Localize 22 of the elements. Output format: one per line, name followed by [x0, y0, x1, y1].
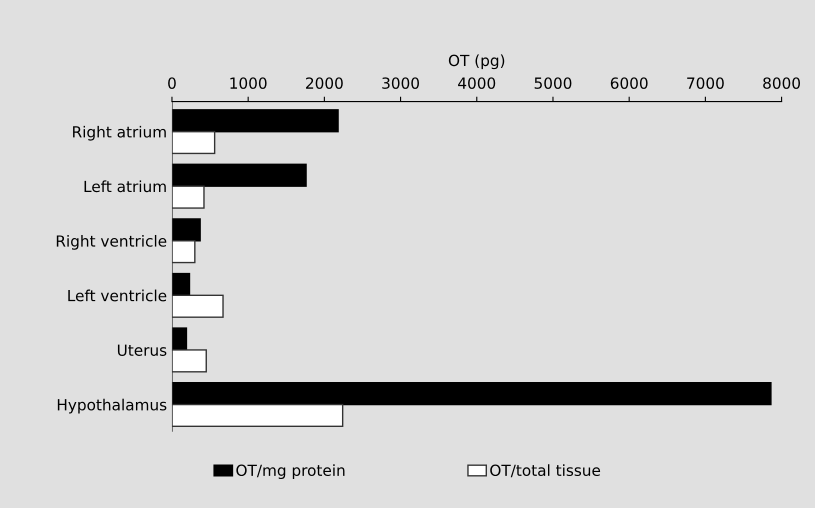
x-tick-label: 5000 [534, 77, 572, 89]
x-tick-label: 1000 [230, 77, 267, 89]
bar [172, 218, 201, 242]
x-tick-label: 3000 [382, 77, 419, 89]
x-axis-title: OT (pg) [448, 54, 504, 70]
y-tick-label: Right atrium [73, 126, 166, 141]
x-tick-label: 4000 [458, 77, 496, 89]
y-tick-label: Left atrium [84, 180, 166, 192]
bar [172, 382, 772, 406]
bar [172, 164, 307, 187]
y-tick-label: Left ventricle [68, 290, 166, 302]
x-tick-label: 2000 [306, 77, 343, 89]
y-tick-label: Hypothalamus [58, 398, 166, 414]
y-tick-label: Right ventricle [56, 234, 166, 250]
x-tick-label: 7000 [687, 77, 724, 89]
y-tick-label: Uterus [118, 344, 166, 356]
x-tick-label: 8000 [763, 77, 800, 89]
x-tick-label: 0 [168, 77, 176, 89]
legend-label: OT/mg protein [236, 464, 344, 480]
x-tick-label: 6000 [610, 77, 648, 89]
legend-label: OT/total tissue [490, 464, 600, 478]
bar [172, 109, 339, 132]
